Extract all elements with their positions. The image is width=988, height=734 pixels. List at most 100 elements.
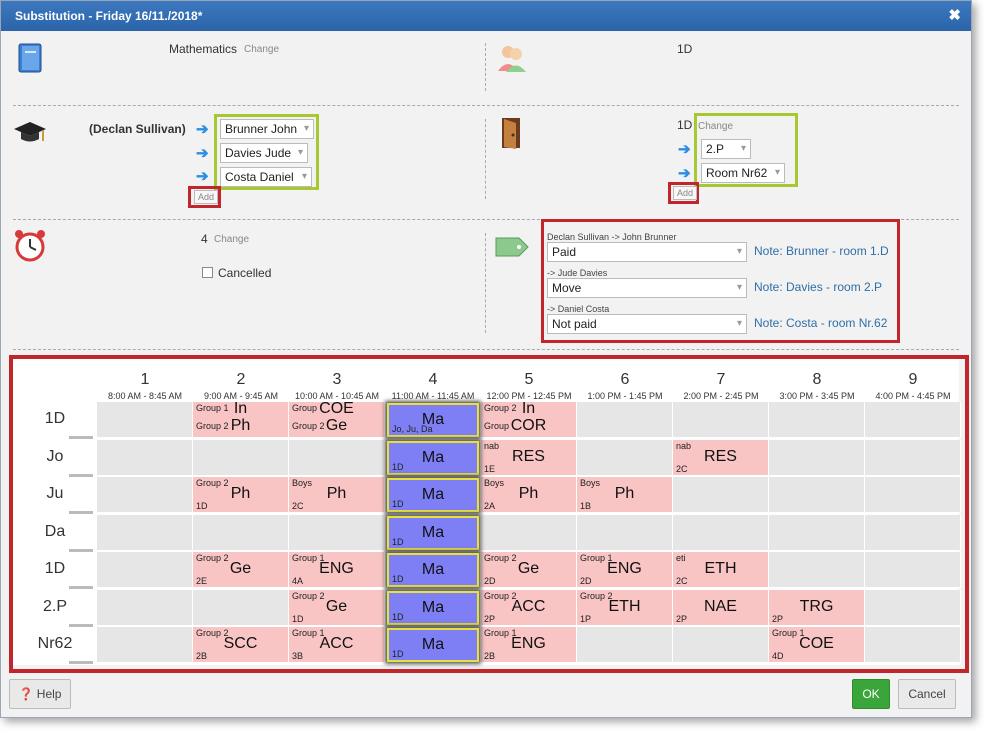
cancel-button[interactable]: Cancel	[898, 679, 956, 709]
lesson-card[interactable]: Group 2 Ge 2E	[193, 552, 289, 588]
cancelled-checkbox[interactable]	[202, 267, 213, 278]
dialog-title: Substitution - Friday 16/11./2018*	[15, 9, 203, 23]
substitution-lesson-card[interactable]: Ma Jo, Ju, Da	[387, 403, 479, 437]
subject-change-link[interactable]: Change	[244, 44, 280, 55]
arrow-right-icon: ➔	[196, 121, 209, 138]
period-change-link[interactable]: Change	[214, 234, 250, 245]
timetable-cell[interactable]	[97, 514, 193, 551]
timetable-cell[interactable]	[865, 477, 961, 513]
timetable-cell[interactable]	[865, 439, 961, 476]
timetable-cell[interactable]	[97, 477, 193, 513]
payment-note[interactable]: Note: Davies - room 2.P	[754, 280, 883, 294]
substitution-lesson-card[interactable]: Ma 1D	[387, 628, 479, 662]
timetable-cell[interactable]	[673, 627, 769, 663]
timetable-cell[interactable]	[865, 514, 961, 551]
payment-select[interactable]: Paid	[547, 242, 747, 262]
lesson-group: Group 2	[484, 590, 517, 601]
lesson-subject: Ge	[325, 417, 348, 434]
payment-select[interactable]: Not paid	[547, 314, 747, 334]
room-change-link[interactable]: Change	[698, 121, 734, 132]
lesson-card[interactable]: Boys Ph 1B	[577, 477, 673, 513]
lesson-card[interactable]: Group 2 Ph 1D	[193, 477, 289, 513]
timetable-cell[interactable]	[865, 627, 961, 663]
lesson-card[interactable]: Group 1 ENG 4A	[289, 552, 385, 588]
lesson-card[interactable]: Group 2 Ge 2D	[481, 552, 577, 588]
timetable-cell[interactable]	[577, 627, 673, 663]
timetable-cell[interactable]	[769, 477, 865, 513]
timetable-cell[interactable]	[481, 514, 577, 551]
timetable-cell[interactable]	[865, 552, 961, 588]
lesson-group: Group 2	[196, 553, 229, 563]
timetable-cell[interactable]	[97, 402, 193, 438]
period-number: 5	[524, 371, 534, 388]
add-room-button[interactable]: Add	[673, 186, 698, 200]
substitution-lesson-card[interactable]: Ma 1D	[387, 515, 479, 550]
timetable-cell[interactable]	[289, 514, 385, 551]
timetable-cell[interactable]	[769, 402, 865, 438]
close-icon[interactable]: ✖	[948, 7, 961, 24]
lesson-card[interactable]: Group 2 In Group COR	[481, 402, 577, 438]
timetable-cell[interactable]	[97, 439, 193, 476]
lesson-card[interactable]: Group 2 ETH 1P	[577, 589, 673, 626]
timetable-cell[interactable]	[289, 439, 385, 476]
timetable-cell[interactable]	[193, 589, 289, 626]
payment-note[interactable]: Note: Brunner - room 1.D	[754, 244, 889, 258]
timetable-cell[interactable]	[577, 402, 673, 438]
lesson-card[interactable]: Group 1 ACC 3B	[289, 627, 385, 663]
timetable-cell[interactable]	[577, 439, 673, 476]
timetable-cell[interactable]	[865, 402, 961, 438]
substitution-lesson-card[interactable]: Ma 1D	[387, 478, 479, 512]
timetable-cell[interactable]	[193, 439, 289, 476]
lesson-card[interactable]: Group COE Group 2 Ge	[289, 402, 385, 438]
payment-select[interactable]: Move	[547, 278, 747, 298]
lesson-card[interactable]: Group 1 ENG 2B	[481, 627, 577, 663]
lesson-room: 3B	[292, 651, 304, 661]
lesson-card[interactable]: Boys Ph 2C	[289, 477, 385, 513]
timetable-cell[interactable]	[673, 477, 769, 513]
lesson-room: 4D	[772, 651, 784, 661]
payment-note[interactable]: Note: Costa - room Nr.62	[754, 316, 888, 330]
substitute-teacher-select[interactable]: Davies Jude	[220, 143, 308, 163]
add-teacher-button[interactable]: Add	[194, 190, 219, 204]
timetable-cell[interactable]	[97, 552, 193, 588]
lesson-card[interactable]: TRG 2P	[769, 589, 865, 626]
timetable-cell[interactable]	[97, 627, 193, 663]
lesson-card[interactable]: eti ETH 2C	[673, 552, 769, 588]
lesson-card[interactable]: Group 2 Ge 1D	[289, 589, 385, 626]
lesson-card[interactable]: Group 2 ACC 2P	[481, 589, 577, 626]
lesson-room: 1B	[580, 501, 592, 511]
timetable-cell[interactable]	[577, 514, 673, 551]
lesson-subject: TRG	[799, 597, 834, 615]
timetable-cell[interactable]	[673, 514, 769, 551]
substitution-lesson-card[interactable]: Ma 1D	[387, 440, 479, 475]
lesson-card[interactable]: nab RES 2C	[673, 439, 769, 476]
row-underline	[69, 661, 93, 664]
substitution-lesson-card[interactable]: Ma 1D	[387, 590, 479, 625]
period-time: 4:00 PM - 4:45 PM	[875, 391, 951, 401]
door-icon	[498, 116, 526, 150]
timetable-cell[interactable]	[673, 402, 769, 438]
lesson-group: Group 2	[196, 628, 229, 638]
lesson-card[interactable]: nab RES 1E	[481, 439, 577, 476]
timetable-cell[interactable]	[193, 514, 289, 551]
substitute-teacher-select[interactable]: Costa Daniel	[220, 167, 312, 187]
timetable-cell[interactable]	[97, 589, 193, 626]
lesson-card[interactable]: Boys Ph 2A	[481, 477, 577, 513]
substitution-lesson-card[interactable]: Ma 1D	[387, 553, 479, 587]
timetable-cell[interactable]	[769, 439, 865, 476]
substitute-teacher-select[interactable]: Brunner John	[220, 119, 314, 139]
room-select[interactable]: Room Nr62	[701, 163, 785, 183]
lesson-subject: ACC	[511, 597, 546, 615]
timetable-cell[interactable]	[769, 552, 865, 588]
lesson-card[interactable]: Group 2 SCC 2B	[193, 627, 289, 663]
lesson-card[interactable]: Group 1 COE 4D	[769, 627, 865, 663]
lesson-card[interactable]: Group 1 ENG 2D	[577, 552, 673, 588]
help-button[interactable]: ❓ Help	[9, 679, 71, 709]
timetable-cell[interactable]	[769, 514, 865, 551]
lesson-card[interactable]: Group 1 In Group 2 Ph	[193, 402, 289, 438]
subject-name: Mathematics	[169, 42, 238, 56]
room-select[interactable]: 2.P	[701, 139, 751, 159]
lesson-card[interactable]: NAE 2P	[673, 589, 769, 626]
timetable-cell[interactable]	[865, 589, 961, 626]
ok-button[interactable]: OK	[852, 679, 890, 709]
